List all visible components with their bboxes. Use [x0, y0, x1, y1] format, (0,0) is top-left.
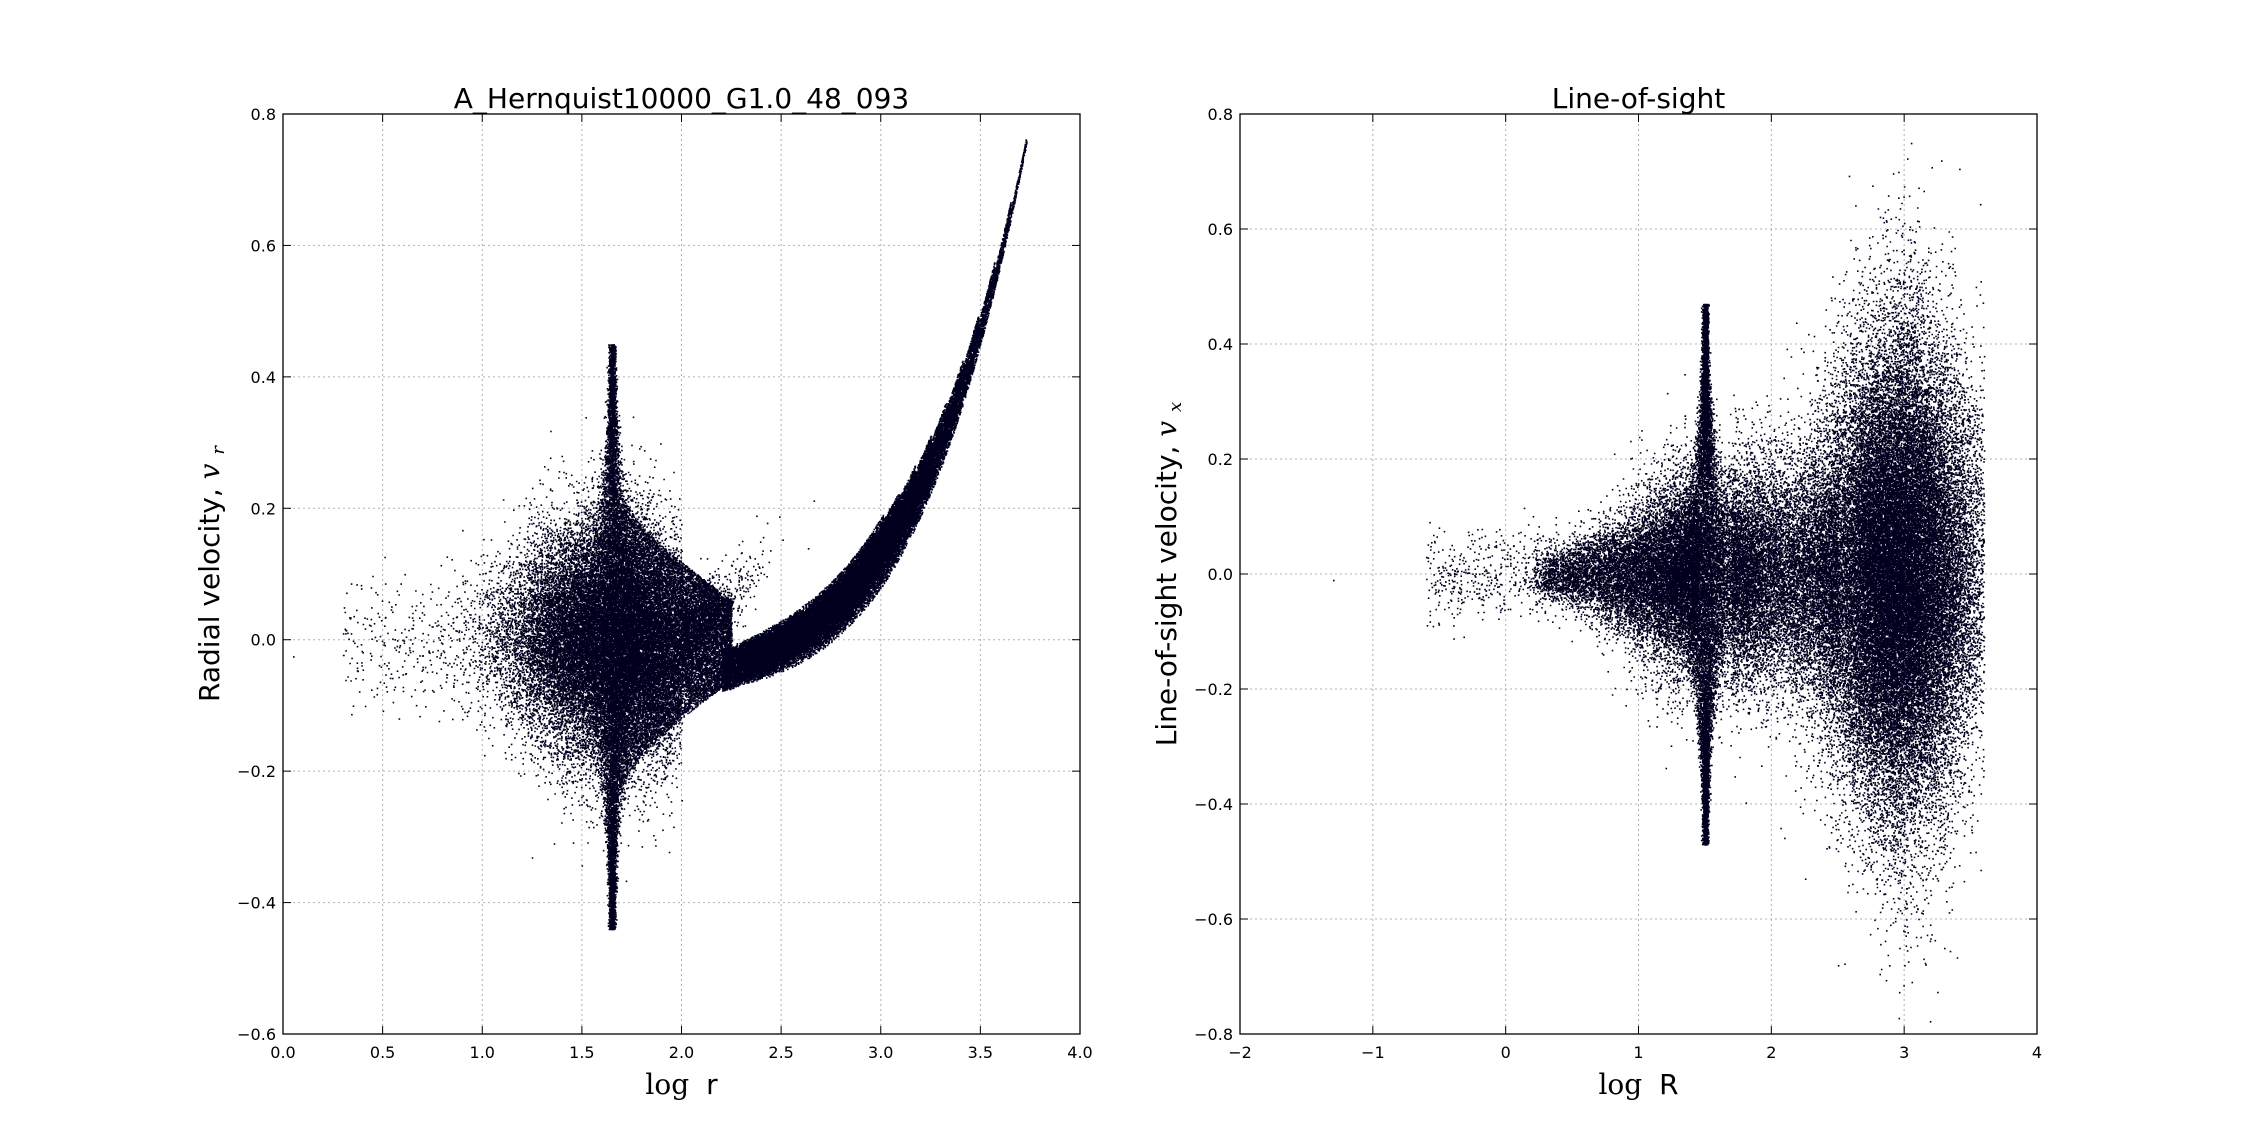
y-axis-label: Line-of-sight velocity, v x [1150, 402, 1186, 746]
radial-velocity-panel: 0.0 0.5 1.0 1.5 2.0 2.5 3.0 3.5 4.0 −0.6 −0.4 −0.2 0… [193, 82, 1093, 1101]
x-tick-label: 1.5 [569, 1043, 594, 1062]
x-tick-label: 2.0 [669, 1043, 694, 1062]
chart-title: Line-of-sight [1552, 82, 1725, 115]
y-axis-label-text: Line-of-sight velocity, [1150, 437, 1183, 747]
x-axis-label-var: r [706, 1068, 718, 1101]
y-tick-label: 0.6 [251, 236, 276, 255]
plot-frame [1239, 113, 2038, 1035]
y-tick-label: 0.0 [251, 631, 276, 650]
y-axis-label-var: v [1150, 421, 1183, 437]
x-tick-label: −2 [1228, 1043, 1252, 1062]
y-tick-label: 0.0 [1208, 565, 1233, 584]
y-tick-label: −0.8 [1194, 1025, 1233, 1044]
plot-frame [282, 113, 1081, 1035]
y-tick-label: −0.2 [237, 762, 276, 781]
scatter-points [293, 139, 1028, 931]
x-tick-label: 2 [1766, 1043, 1776, 1062]
x-tick-label: 1 [1633, 1043, 1643, 1062]
x-tick-label: 4.0 [1067, 1043, 1092, 1062]
x-tick-label: 2.5 [768, 1043, 793, 1062]
x-tick-label: 1.0 [470, 1043, 495, 1062]
x-tick-label: 3.5 [968, 1043, 993, 1062]
y-tick-label: 0.8 [1208, 105, 1233, 124]
x-axis-label-log: log [1598, 1068, 1642, 1101]
x-axis-label: log R [1598, 1068, 1678, 1101]
y-tick-label: −0.4 [1194, 795, 1233, 814]
y-tick-label: 0.8 [251, 105, 276, 124]
scatter-points [1333, 142, 1986, 1023]
y-tick-label: 0.2 [251, 499, 276, 518]
x-tick-label: 4 [2032, 1043, 2042, 1062]
y-axis-label-var: v [193, 463, 226, 479]
chart-title: A_Hernquist10000_G1.0_48_093 [454, 82, 909, 115]
axis-ticks: 0.0 0.5 1.0 1.5 2.0 2.5 3.0 3.5 4.0 −0.6 −0.4 −0.2 0… [237, 105, 1093, 1062]
y-axis-label-sub: x [1165, 402, 1186, 412]
y-tick-label: 0.2 [1208, 450, 1233, 469]
y-tick-label: 0.4 [251, 368, 276, 387]
line-of-sight-panel: −2 −1 0 1 2 3 4 −0.8 −0.6 −0.4 −0.2 0.0 0.2 0.4 0.6 0.8… [1150, 82, 2042, 1101]
y-tick-label: −0.6 [237, 1025, 276, 1044]
y-axis-label-sub: r [208, 445, 229, 455]
x-tick-label: 3.0 [868, 1043, 893, 1062]
x-tick-label: 0.0 [270, 1043, 295, 1062]
y-tick-label: 0.6 [1208, 220, 1233, 239]
y-tick-label: 0.4 [1208, 335, 1233, 354]
x-axis-label: log r [645, 1068, 718, 1101]
x-tick-label: 0.5 [370, 1043, 395, 1062]
y-tick-label: −0.6 [1194, 910, 1233, 929]
scatter-point-cloud [1333, 142, 1986, 1023]
y-tick-label: −0.2 [1194, 680, 1233, 699]
x-tick-label: 3 [1899, 1043, 1909, 1062]
y-axis-label-text: Radial velocity, [193, 479, 226, 702]
x-axis-label-log: log [645, 1068, 689, 1101]
x-tick-label: −1 [1361, 1043, 1385, 1062]
y-axis-label: Radial velocity, v r [193, 445, 229, 702]
scatter-point-cloud [293, 139, 1028, 931]
y-tick-label: −0.4 [237, 894, 276, 913]
x-tick-label: 0 [1501, 1043, 1511, 1062]
x-axis-label-var: R [1659, 1068, 1678, 1101]
